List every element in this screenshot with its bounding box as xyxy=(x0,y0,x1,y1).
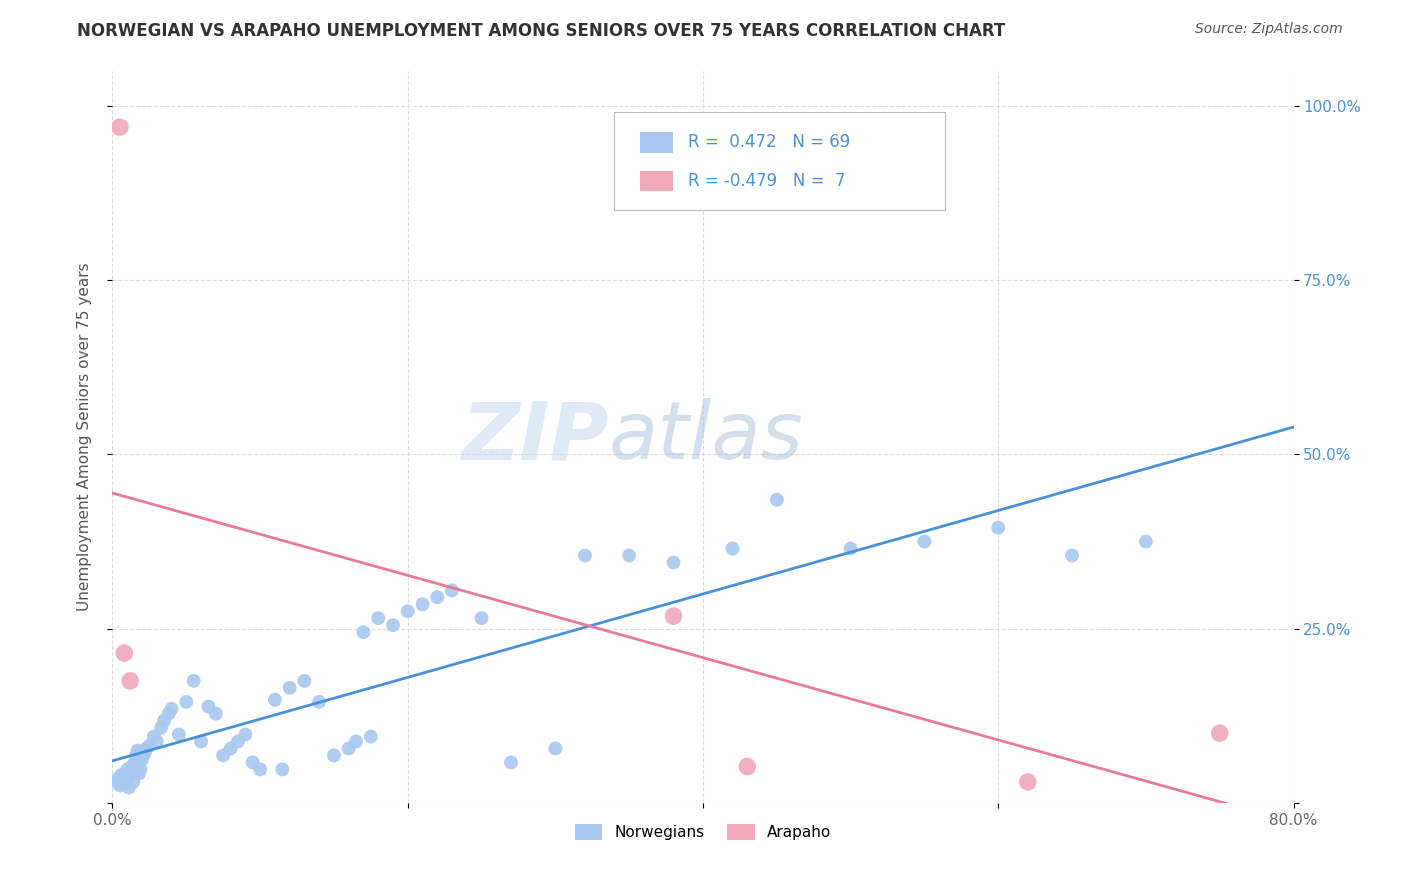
Point xyxy=(124,756,146,770)
Point xyxy=(146,734,169,748)
Point xyxy=(721,541,744,556)
FancyBboxPatch shape xyxy=(614,112,945,211)
Point xyxy=(114,773,136,788)
Point xyxy=(344,734,367,748)
Point xyxy=(360,730,382,744)
Point xyxy=(108,120,131,134)
Point xyxy=(160,702,183,716)
Point xyxy=(1208,726,1232,740)
Point xyxy=(662,556,685,570)
FancyBboxPatch shape xyxy=(640,132,673,153)
Point xyxy=(134,746,156,760)
Point xyxy=(174,695,197,709)
Point xyxy=(352,625,374,640)
Point xyxy=(619,549,641,563)
Point xyxy=(1017,775,1039,789)
Legend: Norwegians, Arapaho: Norwegians, Arapaho xyxy=(568,818,838,847)
Point xyxy=(129,763,152,777)
Point xyxy=(367,611,389,625)
Point xyxy=(242,756,264,770)
Point xyxy=(142,730,165,744)
Point xyxy=(574,549,596,563)
Point xyxy=(122,775,145,789)
Point xyxy=(292,673,315,688)
Text: Source: ZipAtlas.com: Source: ZipAtlas.com xyxy=(1195,22,1343,37)
Point xyxy=(212,748,235,763)
Point xyxy=(766,492,789,507)
Point xyxy=(441,583,464,598)
Text: atlas: atlas xyxy=(609,398,803,476)
Point xyxy=(112,776,135,790)
Point xyxy=(121,759,143,773)
Text: ZIP: ZIP xyxy=(461,398,609,476)
Point xyxy=(1135,534,1157,549)
Point xyxy=(382,618,405,632)
Point xyxy=(914,534,936,549)
Point xyxy=(167,727,190,741)
Point xyxy=(1062,549,1084,563)
Point xyxy=(135,741,157,756)
Point xyxy=(197,699,219,714)
Point xyxy=(111,769,134,783)
Point xyxy=(120,673,142,688)
Point xyxy=(118,780,141,795)
Point xyxy=(131,753,153,767)
Point xyxy=(278,681,301,695)
Y-axis label: Unemployment Among Seniors over 75 years: Unemployment Among Seniors over 75 years xyxy=(77,263,91,611)
Point xyxy=(544,741,567,756)
Point xyxy=(249,763,271,777)
Point xyxy=(157,706,180,721)
Point xyxy=(110,768,132,782)
Point xyxy=(271,763,294,777)
Point xyxy=(411,597,433,611)
Text: R =  0.472   N = 69: R = 0.472 N = 69 xyxy=(688,133,849,152)
Point xyxy=(737,759,759,773)
Text: R = -0.479   N =  7: R = -0.479 N = 7 xyxy=(688,172,845,190)
Point xyxy=(396,604,419,618)
Point xyxy=(112,646,135,660)
FancyBboxPatch shape xyxy=(640,171,673,191)
Point xyxy=(128,766,150,780)
Point xyxy=(127,743,149,757)
Point xyxy=(426,591,449,605)
Point xyxy=(337,741,360,756)
Point xyxy=(839,541,862,556)
Text: NORWEGIAN VS ARAPAHO UNEMPLOYMENT AMONG SENIORS OVER 75 YEARS CORRELATION CHART: NORWEGIAN VS ARAPAHO UNEMPLOYMENT AMONG … xyxy=(77,22,1005,40)
Point xyxy=(107,772,129,786)
Point xyxy=(501,756,523,770)
Point xyxy=(470,611,494,625)
Point xyxy=(132,748,155,763)
Point xyxy=(108,778,131,792)
Point xyxy=(308,695,330,709)
Point xyxy=(153,714,176,728)
Point xyxy=(205,706,228,721)
Point xyxy=(117,763,138,777)
Point xyxy=(233,727,256,741)
Point xyxy=(323,748,346,763)
Point xyxy=(105,775,128,789)
Point xyxy=(150,721,173,735)
Point xyxy=(120,766,142,780)
Point xyxy=(226,734,249,748)
Point xyxy=(662,609,685,624)
Point xyxy=(183,673,205,688)
Point xyxy=(138,739,160,753)
Point xyxy=(219,741,242,756)
Point xyxy=(987,521,1010,535)
Point xyxy=(125,748,148,763)
Point xyxy=(190,734,212,748)
Point xyxy=(264,692,287,706)
